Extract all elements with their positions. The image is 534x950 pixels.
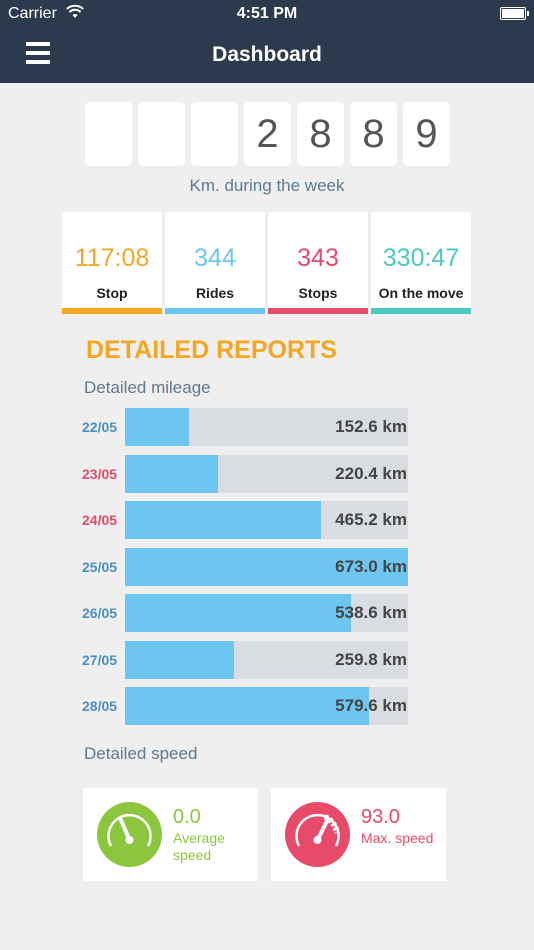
- mileage-bar-track: 538.6 km: [125, 594, 408, 632]
- detailed-speed-title: Detailed speed: [84, 744, 198, 763]
- max-speed-card[interactable]: 93.0 Max. speed: [271, 788, 446, 881]
- clock: 4:51 PM: [236, 5, 298, 22]
- mileage-value: 538.6 km: [335, 603, 407, 622]
- odometer-digit: 9: [403, 102, 450, 166]
- mileage-bar-fill: [125, 594, 352, 632]
- wifi-icon: [66, 4, 84, 25]
- mileage-date: 27/05: [82, 651, 118, 668]
- stat-label: Stops: [298, 285, 338, 301]
- mileage-value: 152.6 km: [335, 417, 407, 436]
- mileage-bar-fill: [125, 408, 190, 446]
- stat-value: 344: [194, 244, 236, 272]
- odometer-digit: [138, 102, 185, 166]
- average-speed-card[interactable]: 0.0 Average speed: [83, 788, 258, 881]
- mileage-bar-fill: [125, 547, 408, 586]
- mileage-date: 23/05: [82, 465, 118, 482]
- odometer-digit: [85, 102, 132, 166]
- mileage-bar-track: 220.4 km: [125, 454, 408, 493]
- odometer-caption: Km. during the week: [189, 176, 345, 195]
- mileage-value: 579.6 km: [335, 696, 407, 715]
- odometer-digit: 8: [297, 102, 344, 166]
- mileage-row[interactable]: 22/05 152.6 km: [0, 408, 534, 446]
- stat-color-bar: [268, 308, 368, 314]
- speedometer-high-icon: [285, 802, 350, 867]
- battery-icon: [500, 7, 529, 20]
- stats-row: 117:08 Stop 344 Rides 343 Stops 330:47 O…: [62, 212, 471, 314]
- mileage-bar-fill: [125, 687, 369, 725]
- stat-value: 117:08: [74, 244, 150, 272]
- mileage-bar-fill: [125, 501, 321, 539]
- mileage-value: 220.4 km: [335, 463, 407, 483]
- hamburger-menu-icon[interactable]: [26, 42, 50, 64]
- mileage-value: 465.2 km: [335, 510, 407, 529]
- mileage-row[interactable]: 23/05 220.4 km: [0, 454, 534, 493]
- mileage-date: 22/05: [82, 419, 118, 435]
- stat-value: 343: [297, 244, 339, 272]
- mileage-value: 259.8 km: [335, 649, 407, 669]
- stat-color-bar: [62, 308, 162, 314]
- mileage-row[interactable]: 26/05 538.6 km: [0, 594, 534, 632]
- mileage-bar-track: 259.8 km: [125, 640, 408, 679]
- mileage-bar-track: 152.6 km: [125, 408, 408, 446]
- mileage-row[interactable]: 25/05 673.0 km: [0, 547, 534, 586]
- status-bar: Carrier 4:51 PM: [0, 0, 534, 28]
- speed-label: Average speed: [173, 830, 225, 863]
- mileage-value: 673.0 km: [335, 556, 407, 576]
- mileage-row[interactable]: 27/05 259.8 km: [0, 640, 534, 679]
- carrier-label: Carrier: [8, 5, 57, 22]
- mileage-date: 28/05: [82, 698, 118, 714]
- stat-stops[interactable]: 343 Stops: [268, 212, 368, 314]
- odometer-digit: 2: [244, 102, 291, 166]
- mileage-row[interactable]: 24/05 465.2 km: [0, 501, 534, 539]
- mileage-row[interactable]: 28/05 579.6 km: [0, 687, 534, 725]
- mileage-bar-track: 673.0 km: [125, 547, 408, 586]
- detailed-reports-title: DETAILED REPORTS: [86, 336, 337, 364]
- stat-label: On the move: [378, 285, 464, 301]
- navigation-bar: Dashboard: [0, 28, 534, 83]
- mileage-bar-fill: [125, 640, 235, 679]
- mileage-bar-fill: [125, 454, 218, 493]
- odometer: 2 8 8 9: [85, 102, 450, 166]
- stat-label: Stop: [96, 285, 128, 301]
- stat-value: 330:47: [382, 244, 460, 272]
- page-title: Dashboard: [212, 43, 322, 66]
- odometer-digit: [191, 102, 238, 166]
- mileage-date: 26/05: [82, 605, 118, 621]
- stat-color-bar: [371, 308, 471, 314]
- stat-label: Rides: [195, 285, 235, 301]
- mileage-date: 24/05: [82, 512, 118, 528]
- detailed-mileage-title: Detailed mileage: [84, 378, 211, 397]
- speed-value: 0.0: [173, 806, 201, 828]
- mileage-bar-track: 465.2 km: [125, 501, 408, 539]
- stat-stop[interactable]: 117:08 Stop: [62, 212, 162, 314]
- speed-label: Max. speed: [361, 830, 434, 846]
- stat-on-the-move[interactable]: 330:47 On the move: [371, 212, 471, 314]
- speedometer-low-icon: [97, 802, 162, 867]
- stat-color-bar: [165, 308, 265, 314]
- odometer-digit: 8: [350, 102, 397, 166]
- stat-rides[interactable]: 344 Rides: [165, 212, 265, 314]
- mileage-date: 25/05: [82, 558, 118, 575]
- mileage-bar-track: 579.6 km: [125, 687, 408, 725]
- speed-value: 93.0: [361, 806, 400, 828]
